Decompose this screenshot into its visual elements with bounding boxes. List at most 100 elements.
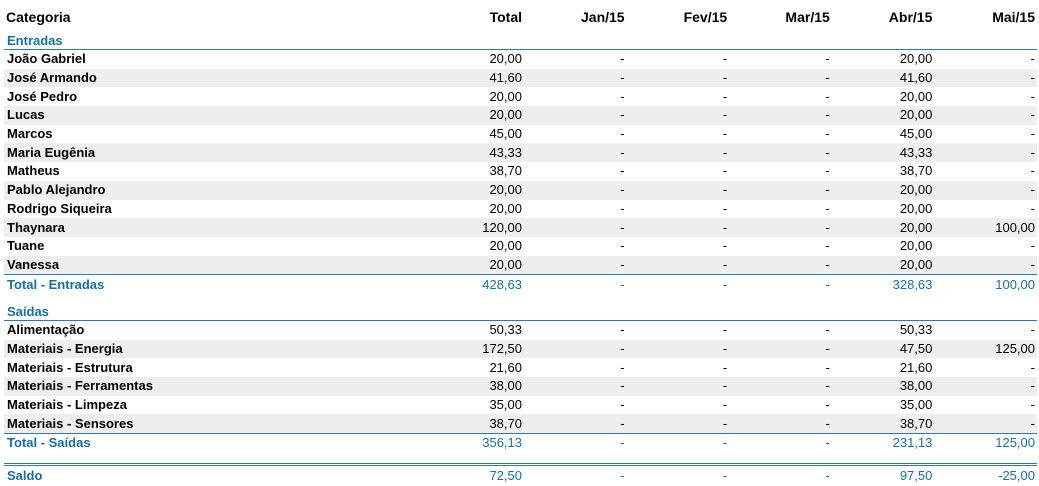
row-month-value: -	[729, 433, 832, 453]
row-month-value: -	[626, 68, 730, 88]
section-title: Entradas	[4, 33, 1037, 50]
row-label: Vanessa	[4, 255, 422, 275]
row-month-value: -	[722, 51, 728, 67]
row-month-value: 45,00	[899, 126, 933, 142]
row-month-value: -	[1030, 88, 1035, 104]
row-label: Materiais - Ferramentas	[4, 377, 422, 396]
row-month-value: -	[722, 163, 728, 179]
row-month-value: -	[729, 255, 832, 275]
row-month-value: -	[722, 397, 728, 413]
row-month-value: 20,00	[831, 218, 935, 237]
row-total-value: 41,60	[422, 68, 524, 88]
row-month-value: 20,00	[899, 51, 933, 67]
row-label: Lucas	[4, 106, 422, 125]
row-month-value: -	[626, 414, 730, 434]
row-total-value: 20,00	[489, 238, 522, 254]
row-month-value: -	[1030, 359, 1035, 375]
row-month-value: 20,00	[831, 106, 935, 125]
row-month-value: 35,00	[899, 397, 933, 413]
row-month-value: -	[729, 143, 832, 163]
row-total-value: 38,70	[489, 163, 522, 179]
table-row: Materiais - Sensores 38,70- - -38,70-	[4, 414, 1037, 434]
header-total: Total	[489, 8, 522, 25]
section-saidas: Saídas	[4, 303, 1037, 321]
table-row: Marcos 45,00 - - - 45,00 -	[4, 125, 1037, 144]
total-saidas-row: Total - Saídas 356,13- - -231,13 125,00	[4, 433, 1037, 453]
row-total-value: 20,00	[422, 255, 524, 275]
row-month-value: 20,00	[899, 88, 933, 104]
row-month-value: -	[825, 397, 830, 413]
row-month-value: -	[934, 414, 1037, 434]
row-month-value: -	[620, 322, 625, 338]
row-month-value: -	[620, 359, 625, 375]
row-month-value: -	[729, 414, 832, 434]
row-label: José Armando	[4, 68, 422, 88]
table-row: Materiais - Limpeza 35,00 - - - 35,00 -	[4, 396, 1037, 415]
section-entradas: Entradas	[4, 33, 1037, 50]
table-row: Matheus 38,70 - - - 38,70 -	[4, 162, 1037, 181]
row-label: Tuane	[7, 238, 45, 254]
row-total-value: 20,00	[422, 180, 524, 200]
row-label: Total - Entradas	[4, 274, 422, 294]
row-month-value: -25,00	[934, 462, 1037, 486]
row-month-value: -	[524, 462, 627, 486]
row-label: Rodrigo Siqueira	[7, 200, 112, 216]
row-month-value: 125,00	[934, 339, 1037, 359]
spacer-row	[4, 453, 1037, 465]
header-row: Categoria Total Jan/15 Fev/15 Mar/15 Abr…	[4, 0, 1037, 33]
row-month-value: -	[626, 106, 730, 125]
row-total-value: 35,00	[489, 397, 522, 413]
row-month-value: -	[524, 143, 627, 163]
row-total-value: 45,00	[489, 126, 522, 142]
row-month-value: -	[1030, 51, 1035, 67]
row-month-value: -	[524, 180, 627, 200]
row-month-value: -	[729, 274, 832, 294]
row-label: Thaynara	[4, 218, 422, 237]
row-month-value: 41,60	[831, 68, 935, 88]
row-month-value: -	[1030, 322, 1035, 338]
row-month-value: -	[934, 180, 1037, 200]
row-month-value: -	[626, 255, 730, 275]
row-month-value: -	[825, 126, 830, 142]
row-month-value: -	[722, 238, 728, 254]
row-total-value: 20,00	[489, 51, 522, 67]
row-month-value: -	[626, 377, 730, 396]
row-total-value: 20,00	[489, 88, 522, 104]
row-total-value: 120,00	[422, 218, 524, 237]
row-month-value: -	[1030, 163, 1035, 179]
row-month-value: -	[825, 238, 830, 254]
total-entradas-row: Total - Entradas 428,63- - -328,63 100,00	[4, 274, 1037, 294]
row-month-value: -	[934, 68, 1037, 88]
row-month-value: 125,00	[934, 433, 1037, 453]
row-total-value: 21,60	[489, 359, 522, 375]
row-label: Matheus	[7, 163, 60, 179]
row-month-value: -	[620, 126, 625, 142]
row-month-value: -	[825, 51, 830, 67]
row-label: Total - Saídas	[4, 433, 422, 453]
row-label: Materiais - Estrutura	[7, 359, 133, 375]
table-row: Pablo Alejandro 20,00- - -20,00-	[4, 180, 1037, 200]
row-month-value: -	[722, 359, 728, 375]
row-label: Materiais - Sensores	[4, 414, 422, 434]
row-month-value: 100,00	[934, 218, 1037, 237]
row-total-value: 43,33	[422, 143, 524, 163]
report-table: Categoria Total Jan/15 Fev/15 Mar/15 Abr…	[4, 0, 1037, 486]
table-row: Vanessa 20,00- - -20,00-	[4, 255, 1037, 275]
row-label: Saldo	[4, 462, 422, 486]
row-month-value: -	[626, 143, 730, 163]
table-row: Alimentação 50,33 - - - 50,33 -	[4, 320, 1037, 339]
row-month-value: -	[626, 433, 730, 453]
row-month-value: 38,70	[831, 414, 935, 434]
row-month-value: -	[1030, 397, 1035, 413]
row-month-value: 50,33	[899, 322, 933, 338]
row-month-value: -	[825, 163, 830, 179]
header-month: Jan/15	[581, 8, 625, 25]
row-month-value: -	[1030, 200, 1035, 216]
row-month-value: -	[729, 462, 832, 486]
row-month-value: 20,00	[899, 238, 933, 254]
row-month-value: -	[524, 274, 627, 294]
row-month-value: -	[524, 433, 627, 453]
row-month-value: -	[626, 462, 730, 486]
table-row: José Armando 41,60- - -41,60-	[4, 68, 1037, 88]
row-month-value: -	[524, 68, 627, 88]
